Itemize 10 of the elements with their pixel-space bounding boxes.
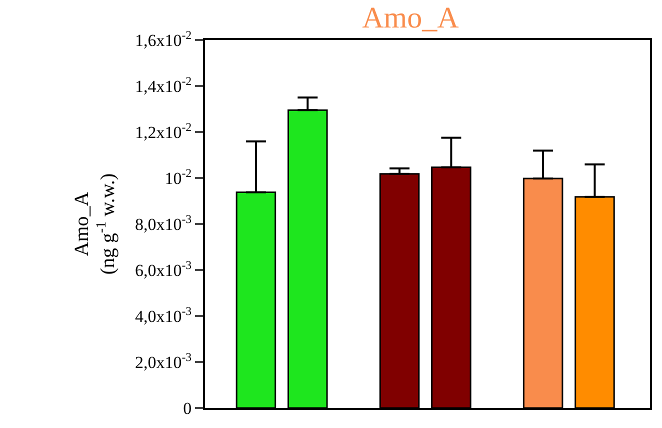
y-tick-label: 6,0x10$^{-3}$ <box>134 258 192 280</box>
y-tick-label: 1,4x10$^{-2}$ <box>134 74 192 96</box>
chart-title: Amo_A <box>362 1 460 34</box>
y-tick-label: 1,2x10$^{-2}$ <box>134 120 192 142</box>
y-tick-label: 2,0x10$^{-3}$ <box>134 350 192 372</box>
y-tick-label: 10$^{-2}$ <box>164 166 192 188</box>
y-tick-label: 0 <box>183 398 192 418</box>
y-tick-label: 4,0x10$^{-3}$ <box>134 304 192 326</box>
y-tick-label: 8,0x10$^{-3}$ <box>134 212 192 234</box>
y-tick-label: 1,6x10$^{-2}$ <box>134 28 192 50</box>
